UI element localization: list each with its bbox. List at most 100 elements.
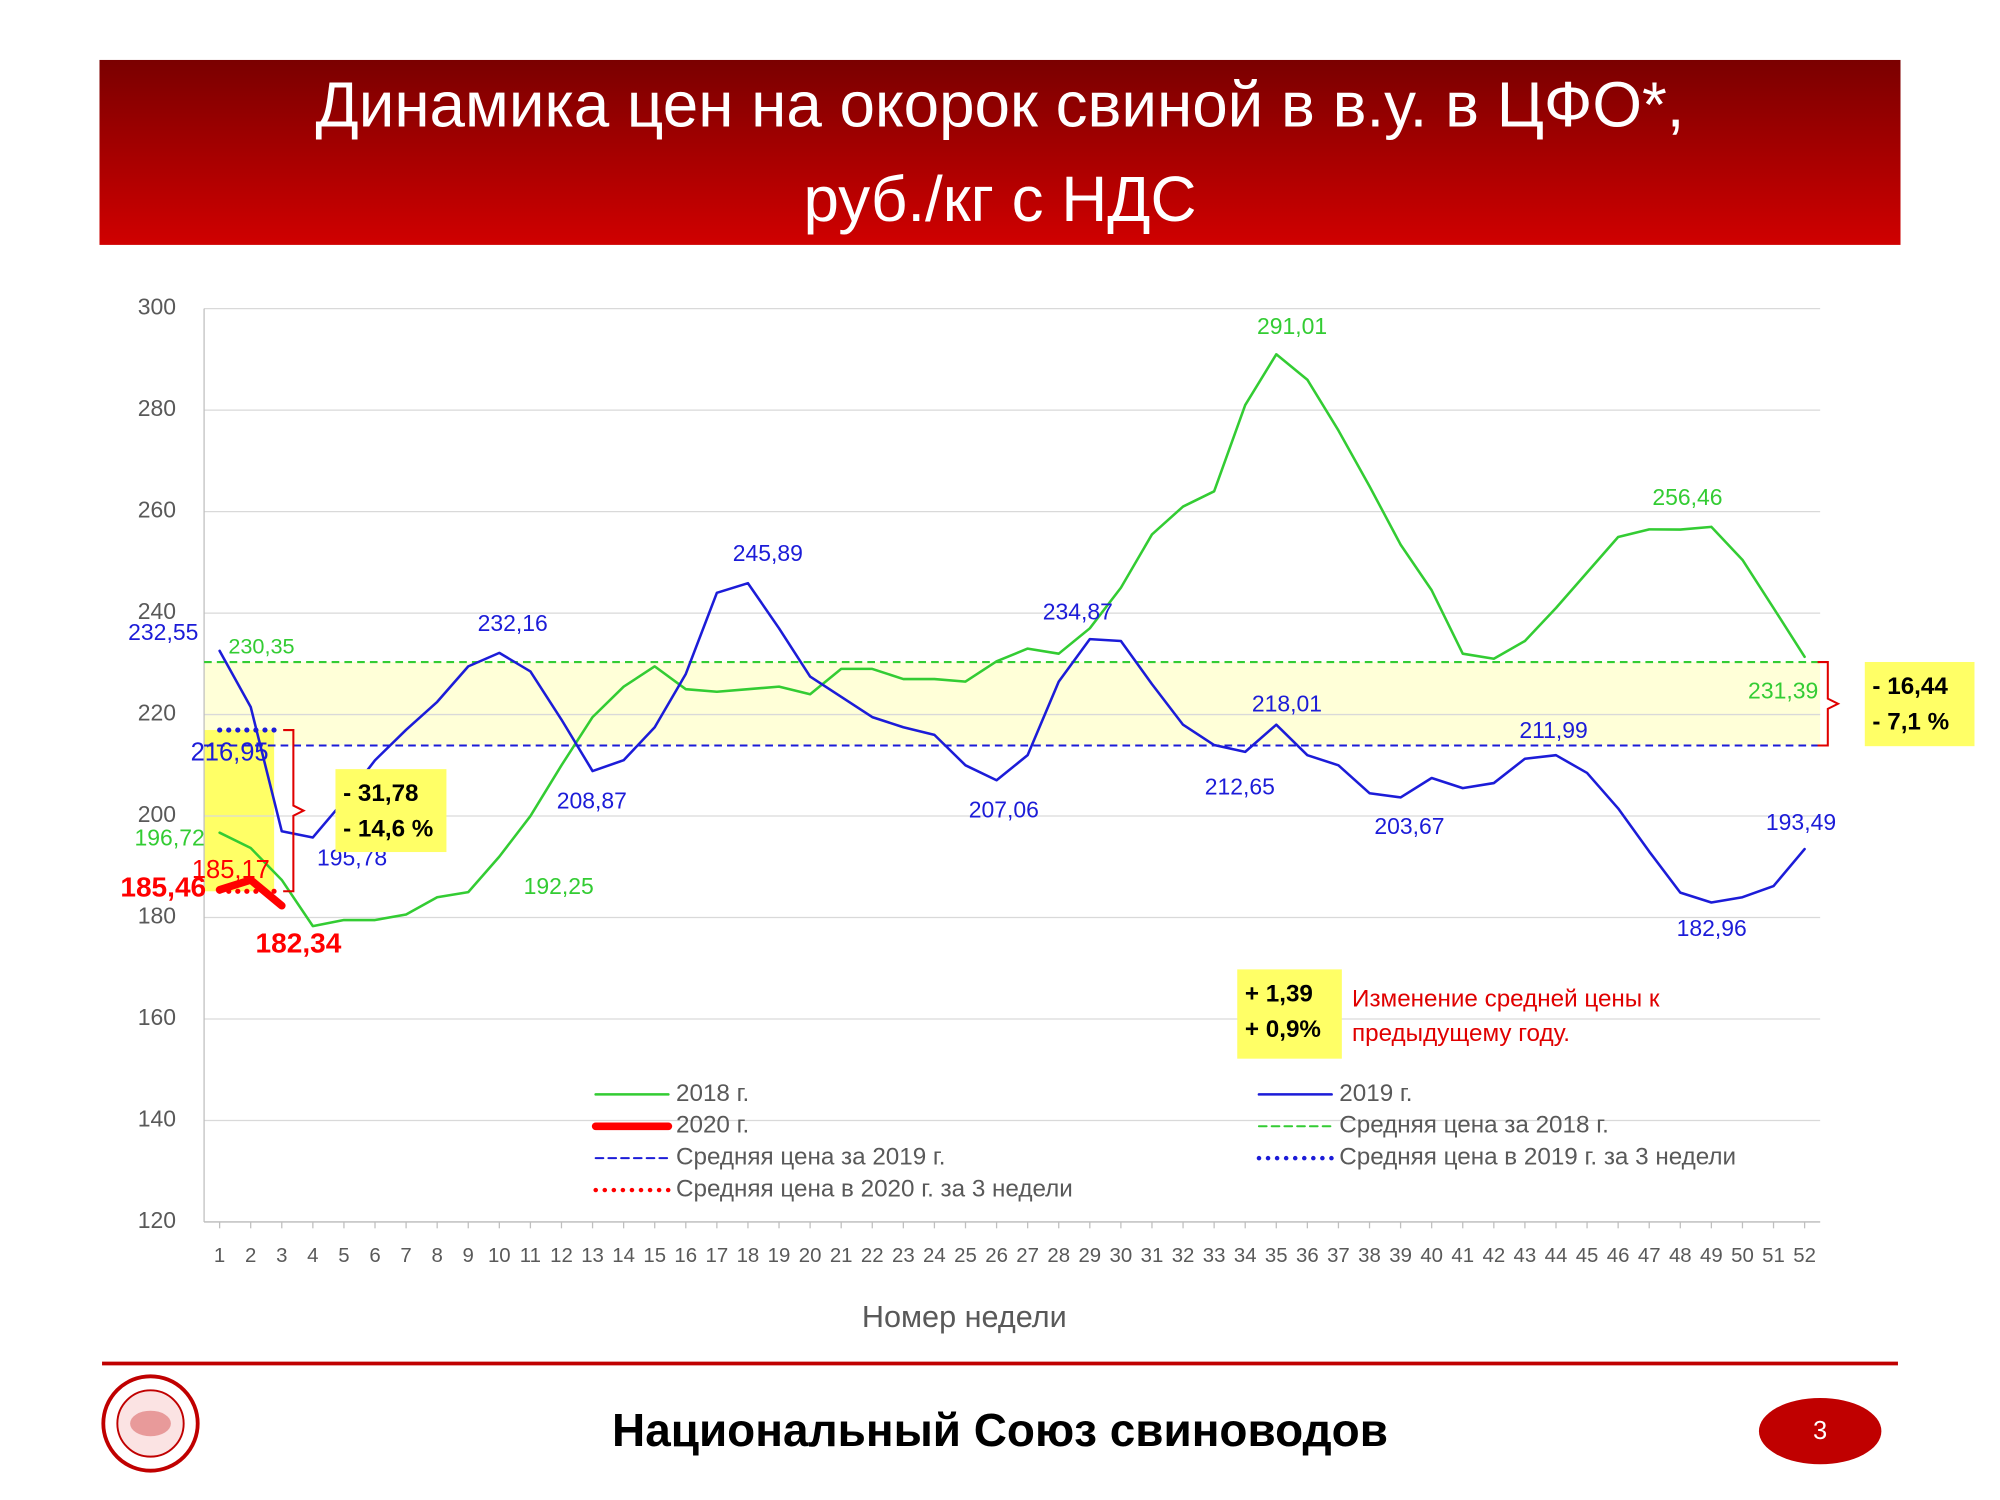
y-tick-label: 120 xyxy=(138,1207,176,1233)
data-label: 196,72 xyxy=(135,824,205,850)
x-tick-label: 28 xyxy=(1047,1245,1070,1267)
data-label: 212,65 xyxy=(1205,773,1275,799)
x-tick-label: 26 xyxy=(985,1245,1008,1267)
x-tick-label: 17 xyxy=(706,1245,729,1267)
data-label: 207,06 xyxy=(969,796,1039,822)
annotation-text: - 16,44 xyxy=(1872,673,1948,700)
annotation-text: - 31,78 xyxy=(343,780,418,807)
difference-bracket xyxy=(283,729,306,893)
page-badge xyxy=(1758,1397,1882,1465)
x-tick-label: 50 xyxy=(1731,1245,1754,1267)
x-tick-label: 6 xyxy=(369,1245,380,1267)
annotation-label: 192,25 xyxy=(524,873,594,899)
average-band xyxy=(204,662,1821,746)
x-tick-label: 11 xyxy=(520,1245,541,1267)
x-tick-label: 23 xyxy=(892,1245,915,1267)
x-tick-label: 35 xyxy=(1265,1245,1288,1267)
x-tick-label: 47 xyxy=(1638,1245,1661,1267)
y-tick-label: 180 xyxy=(138,903,176,929)
x-tick-label: 46 xyxy=(1607,1245,1630,1267)
x-tick-label: 33 xyxy=(1203,1245,1226,1267)
x-tick-label: 22 xyxy=(861,1245,884,1267)
data-label: 208,87 xyxy=(557,787,627,813)
data-label: 231,39 xyxy=(1748,678,1818,704)
organization: Национальный Союз свиноводов xyxy=(612,1404,1388,1456)
x-tick-label: 4 xyxy=(307,1245,318,1267)
reference-label: 216,95 xyxy=(191,739,269,767)
x-tick-label: 8 xyxy=(431,1245,442,1267)
legend-label: Средняя цена в 2020 г. за 3 недели xyxy=(676,1175,1073,1202)
y-tick-label: 280 xyxy=(138,395,176,421)
x-tick-label: 41 xyxy=(1451,1245,1474,1267)
x-tick-label: 5 xyxy=(338,1245,349,1267)
annotation-box xyxy=(1237,969,1342,1059)
x-tick-label: 29 xyxy=(1078,1245,1101,1267)
data-label: 256,46 xyxy=(1652,484,1722,510)
data-label: 203,67 xyxy=(1374,813,1444,839)
title-banner xyxy=(99,59,1901,245)
x-tick-label: 48 xyxy=(1669,1245,1692,1267)
x-tick-label: 44 xyxy=(1545,1245,1568,1267)
data-label: 193,49 xyxy=(1766,809,1836,835)
x-tick-label: 19 xyxy=(768,1245,791,1267)
x-tick-label: 13 xyxy=(581,1245,604,1267)
annotation-text: - 7,1 % xyxy=(1872,709,1949,736)
annotation-note: предыдущему году. xyxy=(1352,1020,1570,1047)
annotation-text: + 1,39 xyxy=(1245,980,1313,1007)
x-tick-label: 39 xyxy=(1389,1245,1412,1267)
x-tick-label: 9 xyxy=(463,1245,474,1267)
series-line xyxy=(215,876,286,910)
x-tick-label: 31 xyxy=(1141,1245,1164,1267)
x-tick-label: 38 xyxy=(1358,1245,1381,1267)
data-label: 232,16 xyxy=(478,610,548,636)
x-axis-title: Номер недели xyxy=(862,1300,1067,1334)
difference-bracket xyxy=(1817,661,1841,747)
data-label: 232,55 xyxy=(128,619,198,645)
x-tick-label: 15 xyxy=(643,1245,666,1267)
x-tick-label: 21 xyxy=(830,1245,853,1267)
logo xyxy=(101,1374,200,1473)
data-label: 182,34 xyxy=(256,928,342,959)
legend-label: Средняя цена в 2019 г. за 3 недели xyxy=(1339,1144,1736,1171)
x-tick-label: 12 xyxy=(550,1245,573,1267)
title-line: руб./кг с НДС xyxy=(803,163,1196,235)
logo-pig xyxy=(130,1410,171,1437)
reference-label: 185,17 xyxy=(192,856,270,884)
legend-label: 2019 г. xyxy=(1339,1080,1412,1107)
x-tick-label: 45 xyxy=(1576,1245,1599,1267)
data-label: 245,89 xyxy=(733,540,803,566)
data-label: 211,99 xyxy=(1519,717,1587,743)
x-tick-label: 37 xyxy=(1327,1245,1350,1267)
y-tick-label: 140 xyxy=(138,1106,176,1132)
x-tick-label: 51 xyxy=(1762,1245,1785,1267)
legend-label: Средняя цена за 2019 г. xyxy=(676,1144,946,1171)
x-tick-label: 18 xyxy=(737,1245,760,1267)
x-tick-label: 1 xyxy=(214,1245,225,1267)
annotation-box xyxy=(1864,661,1975,747)
x-tick-label: 10 xyxy=(488,1245,511,1267)
x-tick-label: 42 xyxy=(1482,1245,1505,1267)
x-tick-label: 40 xyxy=(1420,1245,1443,1267)
annotation-text: + 0,9% xyxy=(1245,1016,1321,1043)
x-tick-label: 7 xyxy=(400,1245,411,1267)
title-line: Динамика цен на окорок свиной в в.у. в Ц… xyxy=(316,69,1685,141)
annotation-note: Изменение средней цены к xyxy=(1352,985,1660,1012)
x-tick-label: 43 xyxy=(1514,1245,1537,1267)
data-label: 218,01 xyxy=(1252,690,1322,716)
x-tick-label: 25 xyxy=(954,1245,977,1267)
data-label: 182,96 xyxy=(1677,915,1747,941)
data-label: 291,01 xyxy=(1257,313,1327,339)
x-tick-label: 32 xyxy=(1172,1245,1195,1267)
annotation-text: - 14,6 % xyxy=(343,816,433,843)
x-tick-label: 20 xyxy=(799,1245,822,1267)
data-label: 185,46 xyxy=(120,871,206,902)
y-tick-label: 220 xyxy=(138,700,176,726)
x-tick-label: 3 xyxy=(276,1245,287,1267)
x-tick-label: 34 xyxy=(1234,1245,1257,1267)
x-tick-label: 30 xyxy=(1110,1245,1133,1267)
x-tick-label: 24 xyxy=(923,1245,946,1267)
x-tick-label: 2 xyxy=(245,1245,256,1267)
